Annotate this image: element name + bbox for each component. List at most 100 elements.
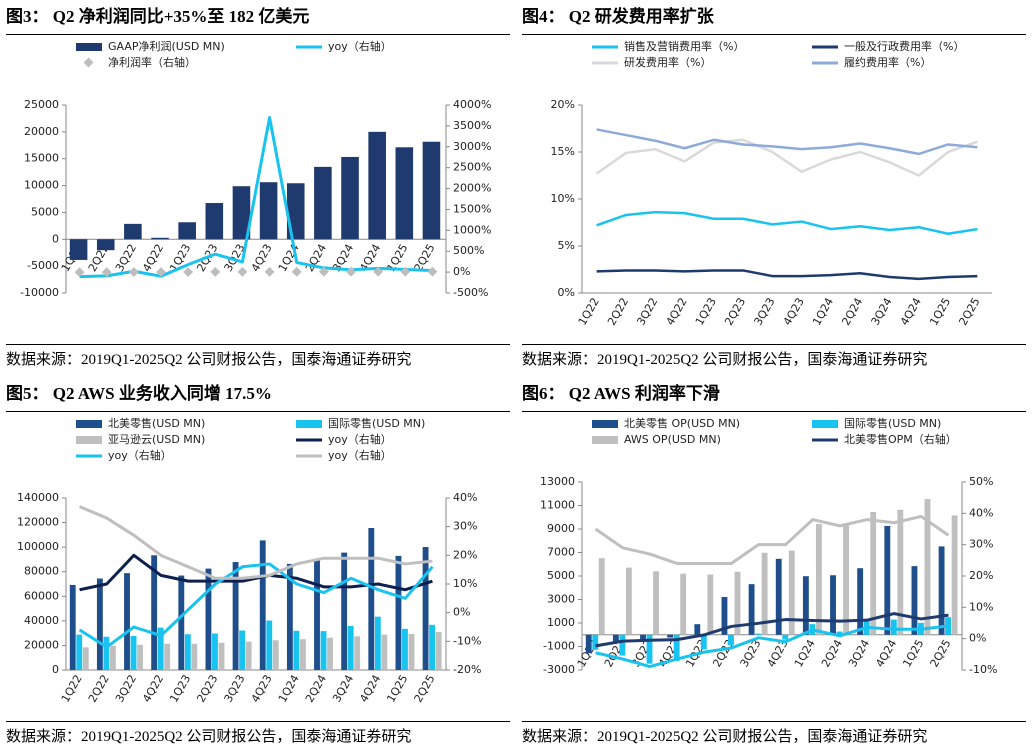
y2-tick-label: 0% [453,265,470,278]
bar [755,633,762,635]
legend-label: yoy（右轴） [108,448,172,462]
bar [314,559,320,670]
y2-tick-label: 1500% [453,202,491,215]
bar [218,642,225,670]
point [156,266,166,277]
bar [232,561,239,670]
x-tick-label: 3Q23 [751,295,777,327]
legend-swatch [76,42,102,51]
legend-label: 北美零售(USD MN) [108,416,205,430]
y-tick-label: 40000 [24,614,59,627]
bar [592,634,599,650]
bar [164,643,171,670]
bar [585,634,592,653]
bar [347,625,354,670]
x-tick-label: 3Q24 [330,672,356,704]
line [596,210,978,235]
bar [435,631,442,670]
x-tick-label: 1Q23 [167,672,193,704]
source: 数据来源：2019Q1-2025Q2 公司财报公告，国泰海通证券研究 [6,344,510,377]
x-tick-label: 1Q25 [900,637,926,669]
point [264,266,275,277]
line [596,128,978,155]
y-tick-label: 0 [52,232,59,245]
bar [368,131,386,240]
x-tick-label: 1Q24 [276,672,302,704]
legend-label: yoy（右轴） [328,39,392,53]
y2-tick-label: 1000% [453,223,491,236]
bar [374,616,381,670]
legend-label: 研发费用率（%） [624,55,711,69]
y-tick-label: 0 [52,663,59,676]
bar [69,584,76,670]
y-tick-label: 10000 [24,178,59,191]
bar [788,550,795,635]
y2-tick-label: 10% [969,600,993,613]
y2-tick-label: 2500% [453,160,491,173]
bar [836,631,843,635]
bar [640,634,646,640]
bar [157,627,164,670]
bar [212,633,218,670]
bar [707,574,714,635]
bar [124,223,142,240]
x-tick-label: 4Q22 [140,672,166,704]
panel: 图3： Q2 净利润同比+35%至 182 亿美元 GAAP净利润(USD MN)… [0,0,516,377]
y2-tick-label: 0% [453,605,470,618]
y2-tick-label: 4000% [453,98,491,111]
chart-title: 图6： Q2 AWS 利润率下滑 [522,377,1026,412]
y2-tick-label: 40% [969,506,993,519]
bar [402,628,408,670]
y2-tick-label: 2000% [453,181,491,194]
bar [205,568,212,670]
source: 数据来源：2019Q1-2025Q2 公司财报公告，国泰海通证券研究 [522,344,1026,377]
x-tick-label: 4Q23 [781,295,807,327]
x-tick-label: 2Q25 [412,672,438,704]
bar [151,237,169,240]
y-tick-label: 15% [551,145,575,158]
bar [96,239,115,250]
bar [951,515,958,635]
bar [178,222,196,240]
bar [96,578,103,670]
bar [314,166,332,240]
point [128,266,139,277]
bar [938,546,945,635]
bar [320,630,327,670]
x-tick-label: 3Q23 [222,672,248,704]
x-tick-label: 2Q25 [928,637,954,669]
bar [653,571,659,635]
bar [178,575,185,670]
y-tick-label: 25000 [24,98,59,111]
bar [700,634,707,650]
bar [109,645,116,670]
bar [69,239,88,260]
line [594,514,950,565]
y2-tick-label: 10% [453,577,477,590]
x-tick-label: 1Q22 [576,295,602,327]
x-tick-label: 3Q22 [113,672,139,704]
x-tick-label: 2Q22 [86,672,112,704]
bar [734,571,741,635]
legend-swatch [76,419,102,428]
y-tick-label: 20000 [24,638,59,651]
bar [802,576,809,635]
line [78,562,434,649]
x-tick-label: 4Q24 [357,672,383,704]
bar [327,637,333,670]
x-tick-label: 2Q25 [956,295,982,327]
point [291,266,302,277]
bar [184,634,191,670]
y-tick-label: 20000 [24,125,59,138]
y2-tick-label: 20% [969,569,993,582]
y2-tick-label: -10% [453,634,481,647]
bar [884,525,891,635]
bar [408,633,415,670]
bar [646,634,653,664]
legend-swatch [296,419,322,428]
y-tick-label: 13000 [540,475,575,488]
bar [924,498,931,635]
x-tick-label: 4Q22 [664,295,690,327]
point [210,266,221,277]
legend-label: 亚马逊云(USD MN) [108,433,205,446]
